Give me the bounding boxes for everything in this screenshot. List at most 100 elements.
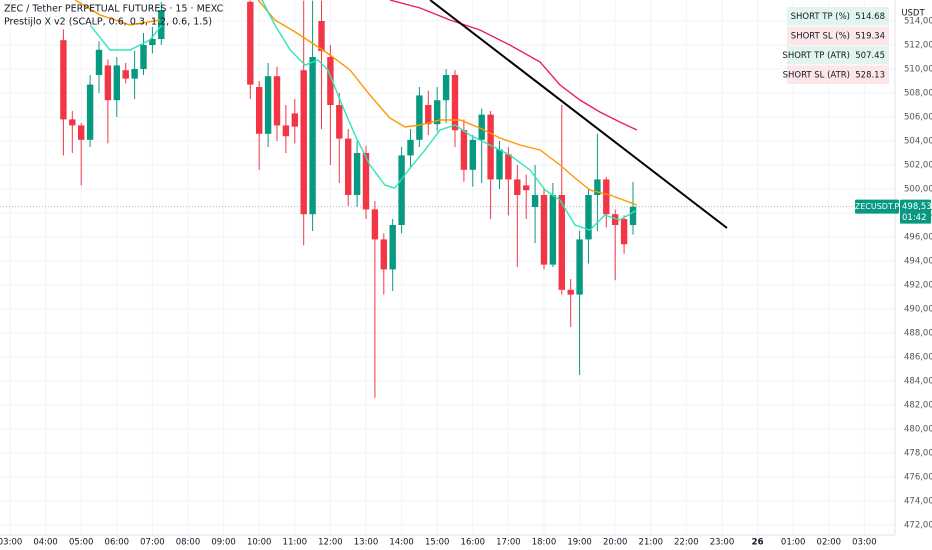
- y-tick-label: 482,00: [904, 401, 932, 411]
- x-tick-label: 03:00: [852, 538, 877, 548]
- candle-body: [122, 70, 129, 79]
- table-label: SHORT TP (ATR): [782, 51, 850, 61]
- price-tag: 498,53: [902, 202, 932, 212]
- candle-body: [69, 119, 76, 126]
- candle-body: [478, 114, 485, 140]
- candle-body: [362, 153, 370, 210]
- x-tick-label: 10:00: [247, 538, 272, 548]
- y-tick-label: 474,00: [904, 497, 932, 507]
- candle-body: [86, 84, 94, 140]
- x-tick-label: 01:00: [781, 538, 806, 548]
- x-tick-label: 26: [752, 538, 764, 548]
- y-tick-label: 504,00: [904, 137, 932, 147]
- table-row: [787, 7, 889, 26]
- candle-body: [309, 57, 316, 215]
- x-tick-label: 13:00: [354, 538, 379, 548]
- y-tick-label: 506,00: [904, 113, 932, 123]
- axis-unit: USDT: [901, 9, 925, 19]
- candle-body: [291, 113, 298, 127]
- candle-body: [531, 195, 539, 208]
- candle-body: [380, 239, 387, 270]
- grid: [0, 0, 895, 535]
- table-row: [787, 65, 889, 84]
- table-value: 519.34: [855, 32, 885, 42]
- price-tag-bg: [900, 199, 931, 224]
- candle-body: [558, 195, 565, 290]
- y-tick-label: 472,00: [904, 521, 932, 531]
- candle-body: [398, 155, 405, 226]
- x-tick-label: 04:00: [33, 538, 58, 548]
- x-tick-label: 15:00: [425, 538, 450, 548]
- candle-body: [149, 39, 156, 46]
- table-value: 528.13: [855, 71, 885, 81]
- candle-body: [460, 130, 468, 170]
- y-tick-label: 486,00: [904, 353, 932, 363]
- x-tick-label: 11:00: [283, 538, 308, 548]
- chart-title: ZEC / Tether PERPETUAL FUTURES · 15 · ME…: [4, 4, 224, 15]
- y-tick-label: 478,00: [904, 449, 932, 459]
- candle-body: [576, 239, 583, 295]
- indicator-line: [429, 0, 728, 229]
- candle-body: [522, 185, 530, 191]
- indicator-line: [389, 0, 638, 131]
- candle-body: [505, 154, 512, 180]
- x-tick-label: 22:00: [674, 538, 699, 548]
- candle-body: [282, 125, 290, 137]
- symbol-tag-bg: [855, 199, 899, 214]
- candle-body: [425, 105, 432, 125]
- table-label: SHORT SL (%): [791, 32, 850, 42]
- candle-body: [255, 87, 263, 134]
- x-tick-label: 16:00: [461, 538, 486, 548]
- x-tick-label: 07:00: [140, 538, 165, 548]
- candle-body: [451, 75, 459, 131]
- indicator-line: [74, 0, 638, 206]
- x-tick-label: 02:00: [817, 538, 842, 548]
- candle-body: [416, 95, 423, 140]
- y-tick-label: 510,00: [904, 65, 932, 75]
- candle-body: [487, 114, 494, 180]
- candle-body: [514, 179, 521, 196]
- candle-body: [353, 153, 361, 196]
- candle-body: [603, 179, 610, 215]
- table-row: [787, 46, 889, 65]
- x-tick-label: 12:00: [318, 538, 343, 548]
- y-tick-label: 508,00: [904, 89, 932, 99]
- table-label: SHORT TP (%): [791, 12, 850, 22]
- candle-body: [567, 289, 574, 295]
- x-tick-label: 03:00: [0, 538, 22, 548]
- candle-body: [300, 70, 307, 215]
- x-tick-label: 09:00: [211, 538, 236, 548]
- candle-body: [629, 206, 637, 226]
- table-row: [787, 26, 889, 45]
- candle-body: [496, 149, 503, 180]
- candle-body: [549, 195, 557, 265]
- candle-body: [442, 75, 450, 101]
- countdown: 01:42: [902, 213, 927, 223]
- candle-body: [113, 65, 121, 101]
- candle-body: [344, 138, 352, 196]
- indicator-line: [89, 0, 638, 231]
- y-tick-label: 476,00: [904, 473, 932, 483]
- candle-body: [140, 45, 147, 70]
- candle-body: [131, 69, 138, 79]
- table-value: 507.45: [855, 51, 885, 61]
- candle-body: [371, 209, 379, 240]
- plot-area: [0, 0, 895, 398]
- x-tick-label: 19:00: [567, 538, 592, 548]
- candle-body: [389, 225, 396, 270]
- candle-body: [620, 219, 628, 245]
- candle-body: [104, 65, 112, 101]
- candle-body: [95, 49, 103, 76]
- candle-body: [611, 214, 619, 226]
- candle-body: [594, 179, 601, 196]
- candle-body: [78, 125, 85, 140]
- candle-body: [60, 40, 67, 120]
- candle-body: [469, 139, 476, 170]
- candle-body: [407, 139, 414, 156]
- x-tick-label: 06:00: [105, 538, 130, 548]
- x-tick-label: 05:00: [69, 538, 94, 548]
- table-value: 514.68: [855, 12, 885, 22]
- y-tick-label: 512,00: [904, 41, 932, 51]
